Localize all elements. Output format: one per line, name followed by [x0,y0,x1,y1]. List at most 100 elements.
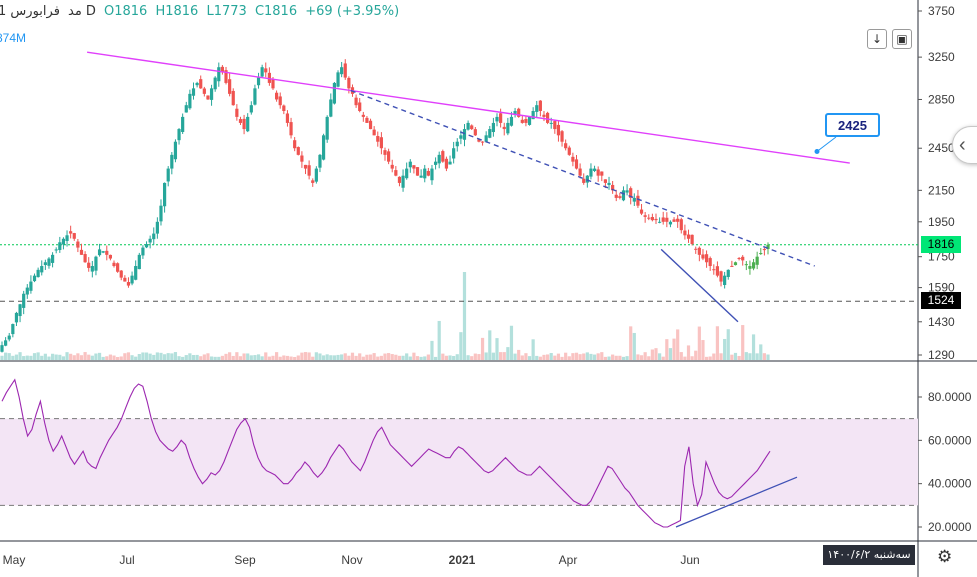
volume-bar [65,352,69,360]
high-value: H1816 [155,4,199,19]
candle-body [152,233,156,240]
volume-bar [159,352,163,360]
volume-label: 874M [0,31,27,45]
volume-bar [220,355,225,360]
volume-bar [766,354,770,360]
timeframe[interactable]: 1D [0,4,96,19]
candle-body [723,275,727,286]
volume-bar [47,356,51,360]
candle-body [672,219,676,222]
candle-body [340,67,344,75]
candle-body [484,135,488,142]
candle-body [50,254,55,263]
candle-body [600,171,604,176]
volume-bar [134,356,138,360]
volume-bar [22,356,26,360]
candle-body [459,135,463,139]
candle-body [585,175,589,183]
volume-bar [701,340,705,360]
candle-body [401,175,405,188]
gear-icon[interactable]: ⚙ [937,547,953,566]
volume-bar [36,352,40,360]
candle-body [697,247,701,255]
volume-bar [578,354,582,360]
candle-body [285,113,290,123]
volume-bar [285,355,290,360]
volume-bar [177,356,181,360]
volume-bar [155,352,159,360]
volume-bar [76,353,80,360]
candle-body [589,168,593,177]
volume-bar [123,353,127,360]
volume-bar [148,353,152,360]
candle-body [564,143,568,149]
volume-bar [545,354,550,360]
volume-bar [480,337,485,360]
candle-body [336,72,340,87]
arrow-down-icon[interactable]: ↓ [867,29,887,49]
price-tick-label: 3750 [928,4,955,18]
volume-bar [329,355,333,360]
candle-body [126,282,131,286]
candles [0,59,770,353]
volume-bar [332,355,337,360]
fullscreen-icon[interactable]: ▣ [892,29,912,49]
volume-bar [733,352,738,360]
volume-bar [737,355,741,360]
candle-body [650,217,654,221]
volume-bar [462,272,467,360]
volume-bar [520,355,524,360]
candle-body [625,190,629,193]
price-tick-label: 1750 [928,250,955,264]
volume-bar [715,326,720,360]
candle-body [430,168,434,181]
candle-body [567,147,571,155]
candle-body [477,139,481,142]
candle-body [43,262,47,266]
volume-bar [405,353,409,360]
volume-bar [372,353,376,360]
candle-body [170,154,174,169]
candle-body [462,129,467,140]
candle-body [437,154,441,164]
volume-bar [14,354,19,360]
volume-bar [271,355,275,360]
volume-bar [300,352,304,360]
candle-body [629,188,633,198]
candle-body [332,82,337,104]
volume-bar [141,352,145,360]
volume-bar [683,356,687,360]
candle-body [87,262,91,268]
volume-bar [61,356,66,360]
chevron-left-icon[interactable]: ‹ [952,126,977,164]
volume-bar [94,353,98,360]
volume-bar [730,354,734,360]
candle-body [502,126,506,130]
volume-bar [368,354,373,360]
candle-body [632,197,636,202]
volume-bar [87,354,91,360]
candle-body [191,88,196,96]
candle-body [379,137,383,149]
volume-bar [426,354,430,360]
trendlines [87,51,850,323]
volume-bar [665,339,669,360]
candle-body [419,175,423,178]
volume-bar [415,356,420,360]
volume-bar [517,349,521,360]
volume-bar [25,355,29,360]
candle-body [676,218,680,222]
symbol-name[interactable]: فرابورس [10,4,60,19]
volume-bar [755,353,759,360]
trendline-long-resistance [87,51,850,164]
volume-bar [228,352,232,360]
price-callout[interactable]: 2425 [825,113,880,137]
price-tick-label: 3250 [928,50,955,64]
candle-body [108,254,112,259]
volume-bar [246,353,250,360]
candle-body [199,79,203,89]
volume-bar [748,353,752,360]
candle-body [448,161,452,165]
candle-body [144,244,149,248]
